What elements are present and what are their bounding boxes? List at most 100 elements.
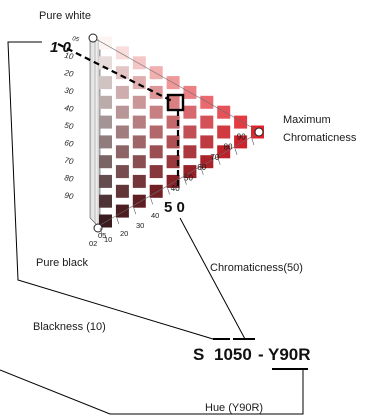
color-cell [149,66,163,80]
pure-white-vertex [88,33,98,43]
scale-tick [251,138,255,146]
hue-label: Hue (Y90R) [205,402,263,414]
bottom-scale-label: 20 [120,229,128,238]
scale-tick [217,158,221,165]
color-cell [99,76,112,90]
color-cell [99,56,112,70]
color-cell [99,174,112,188]
scale-tick [167,188,170,195]
color-cell [132,194,146,208]
color-cell [132,174,146,188]
color-cell [149,184,163,198]
chromaticness-marker-value: 5 0 [164,199,185,216]
color-cell [200,115,214,129]
ncs-notation: S 1050 - Y90R [193,345,311,364]
color-cell [99,135,112,149]
chromaticness-connector [179,217,246,340]
highlighted-cell [166,93,185,112]
notation-nuance: 1050 [214,345,252,364]
bottom-scale-label: 05 [98,231,106,240]
color-cell [200,135,214,149]
color-cell [166,155,180,169]
pure-black-label: Pure black [36,257,88,269]
color-cell [99,115,112,129]
blackness-scale-labels: 05 10 20 30 40 50 60 70 80 90 [63,36,80,201]
notation-separator: - [258,345,264,364]
blackness-label: Blackness (10) [33,321,106,333]
blackness-scale-label: 70 [64,156,75,167]
color-cell [132,155,146,169]
chromaticness-scale-label: 70 [210,153,219,162]
scale-ticks [99,138,255,235]
bottom-scale-label: 10 [104,235,112,244]
color-cell [149,85,163,99]
color-cell [99,95,112,109]
scale-tick [133,208,137,215]
chromaticness-scale-label: 80 [224,143,233,152]
blackness-scale-label: 20 [63,68,75,79]
pure-white-label: Pure white [39,10,91,22]
color-cell [132,135,146,149]
color-cell [115,204,129,218]
color-cell [115,105,129,119]
scale-tick [184,178,187,185]
color-cell [115,145,129,159]
color-cell [115,46,129,60]
chromaticness-scale-label: 40 [171,184,180,193]
color-cell [115,165,129,179]
scale-tick [116,218,120,225]
color-cell [132,95,146,109]
color-cell [115,85,129,99]
color-cell [149,145,163,159]
chromaticness-scale-label: 50 [184,174,193,183]
blackness-scale-label: 90 [64,191,75,202]
color-cell [217,105,231,119]
scale-tick [150,198,153,205]
bottom-scale-label: 40 [151,211,159,220]
pure-black-vertex [93,223,103,233]
notation-hue: Y90R [268,345,311,364]
blackness-connector [7,41,214,340]
notation-prefix: S [193,345,204,364]
max-chroma-vertex [254,127,264,137]
chromaticness-label: Chromaticness(50) [210,262,303,274]
color-cell [183,125,197,139]
max-chroma-label-line2: Chromaticness [283,132,357,144]
blackness-scale-label: 80 [64,173,75,184]
color-cell [99,36,112,50]
blackness-marker-value: 1 0 [50,39,72,56]
color-cell [115,125,129,139]
color-cell [99,155,112,169]
color-cell [132,56,146,70]
color-cell [115,66,129,80]
color-cell [149,125,163,139]
max-chroma-label-line1: Maximum [283,114,331,126]
chromaticness-scale-labels: 40 50 60 70 80 90 [171,132,246,193]
color-cell [149,165,163,179]
scale-tick [99,227,103,235]
color-cell [149,105,163,119]
scale-tick [201,168,204,175]
color-cell [166,115,180,129]
color-cell [200,95,214,109]
scale-tick [234,148,238,155]
blackness-scale-label: 10 [64,51,75,62]
chromaticness-scale-label: 90 [237,132,246,141]
blackness-guide-line [57,43,175,103]
hue-connector [0,369,304,415]
bottom-scale-label: 02 [89,239,97,248]
color-cell [99,194,112,208]
color-cell [166,135,180,149]
blackness-scale-label: 30 [64,86,75,97]
blackness-scale-label: 05 [72,36,80,43]
blackness-scale-label: 60 [64,138,75,149]
color-cell [183,145,197,159]
color-cell [217,125,231,139]
color-cell [115,184,129,198]
color-cell [99,214,112,228]
color-cell [234,115,248,129]
color-cell [183,105,197,119]
blackness-scale-label: 40 [64,103,75,114]
